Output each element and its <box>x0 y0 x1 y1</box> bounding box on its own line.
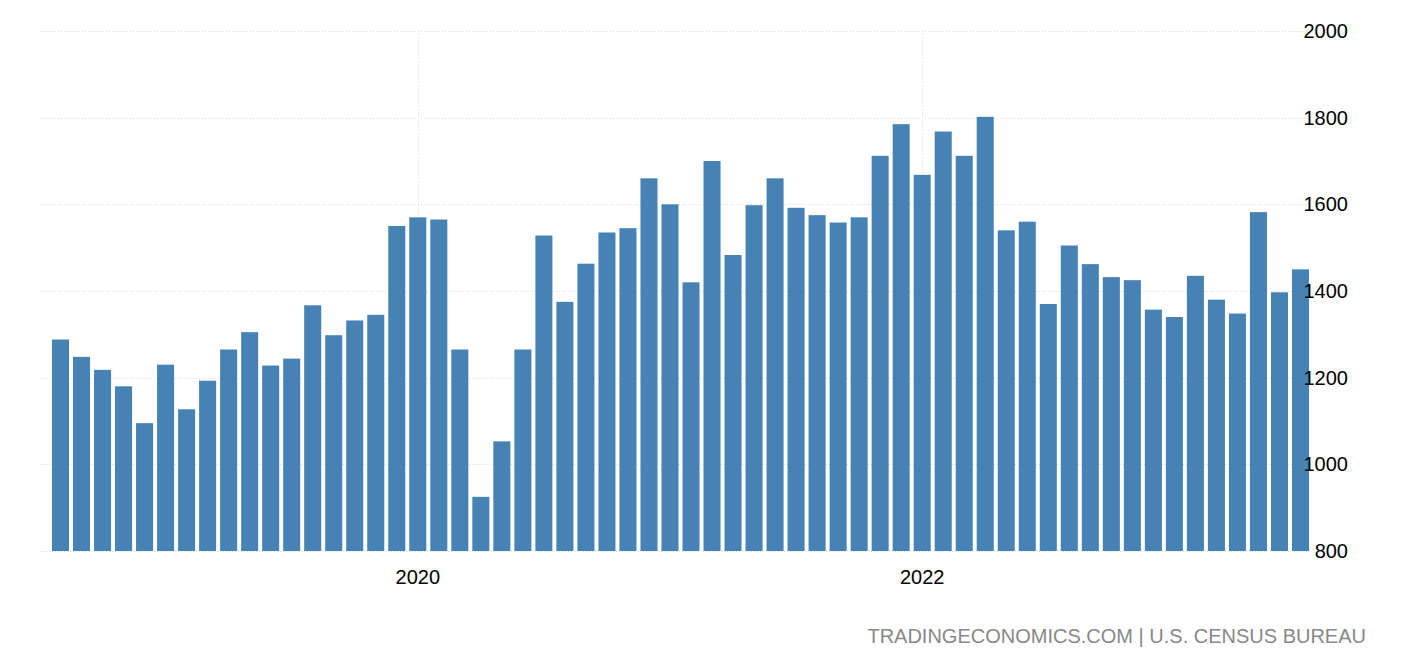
grid-line <box>40 551 1311 552</box>
bar <box>1103 277 1120 551</box>
y-tick-label: 1400 <box>1304 280 1349 302</box>
bar <box>1229 314 1246 551</box>
bar <box>746 205 763 551</box>
grid <box>40 31 1311 552</box>
bar <box>1271 292 1288 551</box>
bar <box>1208 300 1225 551</box>
x-tick-label: 2022 <box>900 566 945 588</box>
y-tick-label: 1200 <box>1304 367 1349 389</box>
bar <box>682 282 699 551</box>
bar <box>241 332 258 551</box>
bar <box>304 305 321 551</box>
bar <box>704 161 721 551</box>
y-tick-label: 2000 <box>1304 20 1349 42</box>
bar <box>1124 280 1141 551</box>
bar <box>115 386 132 551</box>
bar <box>977 117 994 551</box>
bar <box>556 302 573 551</box>
bar <box>1040 304 1057 551</box>
bar <box>1019 222 1036 551</box>
bar <box>73 357 90 551</box>
bar <box>1061 246 1078 552</box>
bar <box>367 315 384 551</box>
bar <box>199 381 216 551</box>
bar <box>809 215 826 551</box>
bar <box>178 409 195 551</box>
y-tick-label: 1000 <box>1304 453 1349 475</box>
bar <box>1082 264 1099 551</box>
y-tick-label: 1800 <box>1304 107 1349 129</box>
bar <box>598 233 615 552</box>
bar <box>157 365 174 551</box>
bar <box>52 340 69 551</box>
bar <box>935 132 952 551</box>
grid-line <box>40 118 1311 119</box>
bar <box>1187 276 1204 551</box>
bar <box>640 178 657 551</box>
bar <box>283 359 300 551</box>
y-tick-label: 800 <box>1315 540 1348 562</box>
grid-line <box>40 31 1311 32</box>
bar <box>998 230 1015 551</box>
bar <box>893 124 910 551</box>
bar <box>725 255 742 551</box>
y-tick-label: 1600 <box>1304 193 1349 215</box>
bar <box>1250 212 1267 551</box>
bar <box>851 217 868 551</box>
bar <box>956 156 973 551</box>
bar <box>409 217 426 551</box>
bar <box>262 366 279 551</box>
bar <box>1145 310 1162 551</box>
bar <box>220 350 237 552</box>
chart: 800 1000 1200 1400 1600 1800 2000 2020 2022 TRADI… <box>0 0 1402 660</box>
bar <box>346 320 363 551</box>
bar <box>1166 317 1183 551</box>
bar <box>514 350 531 552</box>
bar <box>388 226 405 551</box>
bar <box>535 236 552 551</box>
bar <box>872 156 889 551</box>
source: TRADINGECONOMICS.COM | U.S. CENSUS BUREA… <box>867 625 1366 647</box>
bar <box>914 175 931 551</box>
bar <box>661 204 678 551</box>
bar <box>430 220 447 552</box>
bar <box>788 208 805 551</box>
bar <box>451 350 468 552</box>
bar <box>830 223 847 551</box>
bars <box>52 117 1309 551</box>
bar <box>493 441 510 551</box>
bar <box>577 264 594 551</box>
bar <box>472 497 489 551</box>
bar <box>619 228 636 551</box>
x-tick-label: 2020 <box>396 566 441 588</box>
bar <box>136 423 153 551</box>
bar <box>1292 269 1309 551</box>
bar <box>325 335 342 551</box>
bar <box>767 178 784 551</box>
tick-labels: 800 1000 1200 1400 1600 1800 2000 2020 2022 <box>396 20 1348 588</box>
bar <box>94 370 111 551</box>
